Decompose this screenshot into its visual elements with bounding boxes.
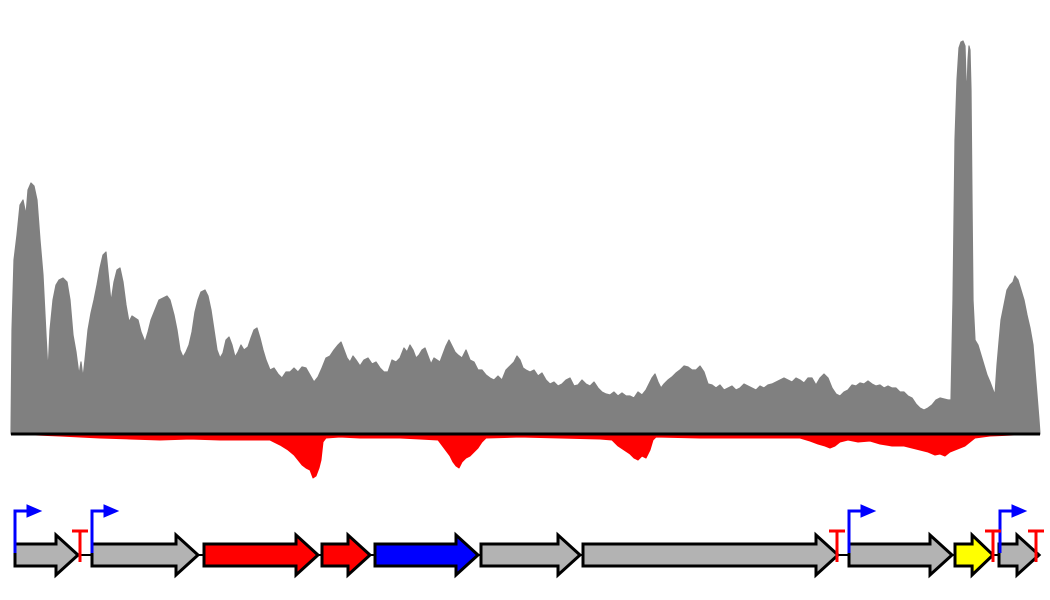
gene-arrow-4 [320,531,373,579]
gene-arrow-3 [202,531,321,579]
coverage-track [10,40,1041,479]
promoter-arrow-icon-3 [847,504,877,553]
gene-arrow-2 [90,531,201,579]
gene-arrow-8 [847,531,955,579]
promoter-arrow-icon-4 [998,504,1028,553]
gene-arrow-9 [953,531,996,579]
promoter-arrow-icon-2 [90,504,120,553]
gene-arrow-10 [997,531,1042,579]
terminator-t-icon-1 [72,529,88,562]
terminator-t-icon-4 [1028,529,1044,562]
forward-coverage-area [10,40,1041,435]
gene-arrow-1 [13,531,81,579]
gene-arrow-5 [373,531,481,579]
genetic-design-track [13,504,1044,579]
gene-arrow-6 [479,531,583,579]
terminator-t-icon-2 [829,529,845,562]
terminator-t-icon-3 [985,529,1001,562]
gene-arrow-7 [581,531,841,579]
promoter-arrow-icon-1 [13,504,43,553]
reverse-coverage-area [10,433,1041,479]
